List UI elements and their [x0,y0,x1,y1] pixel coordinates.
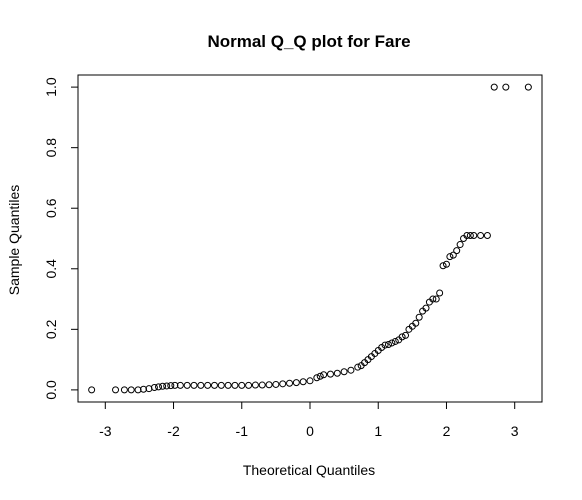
data-point [224,381,232,389]
data-point [388,339,396,347]
data-point [490,83,498,91]
data-point [398,333,406,341]
data-point [183,381,191,389]
data-point [439,262,447,270]
data-point [150,383,158,391]
data-point [204,381,212,389]
data-point [477,231,485,239]
data-point [326,370,334,378]
data-point [422,304,430,312]
data-point [251,381,259,389]
data-point [381,341,389,349]
data-point [466,231,474,239]
y-axis-label: Sample Quantiles [6,185,22,296]
data-point [436,289,444,297]
x-axis-label: Theoretical Quantiles [243,462,375,478]
x-tick-label: 0 [306,423,314,439]
data-point [415,313,423,321]
data-point [449,251,457,259]
data-point [258,381,266,389]
data-point [197,381,205,389]
data-point [155,383,163,391]
data-point [265,381,273,389]
data-point [112,386,120,394]
data-point [286,379,294,387]
data-points [88,83,532,394]
x-tick-label: 2 [443,423,451,439]
data-point [340,368,348,376]
data-point [306,377,314,385]
data-point [217,381,225,389]
data-point [88,386,96,394]
data-point [483,231,491,239]
x-tick-label: -3 [99,423,112,439]
y-tick-label: 0.2 [43,319,59,339]
data-point [292,379,300,387]
data-point [456,241,464,249]
data-point [127,386,135,394]
data-point [502,83,510,91]
x-tick-label: -2 [167,423,180,439]
y-tick-label: 0.0 [43,380,59,400]
x-axis: -3 -2 -1 0 1 2 3 [99,401,519,439]
data-point [210,381,218,389]
data-point [354,363,362,371]
data-point [171,381,179,389]
y-tick-label: 0.6 [43,198,59,218]
data-point [412,319,420,327]
data-point [299,378,307,386]
x-tick-label: 3 [511,423,519,439]
y-tick-label: 1.0 [43,77,59,97]
data-point [463,231,471,239]
y-tick-label: 0.4 [43,259,59,279]
chart-title: Normal Q_Q plot for Fare [207,32,410,51]
data-point [429,295,437,303]
data-point [272,380,280,388]
data-point [167,382,175,390]
data-point [391,337,399,345]
data-point [176,381,184,389]
data-point [470,231,478,239]
data-point [279,380,287,388]
data-point [432,295,440,303]
data-point [446,253,454,261]
data-point [245,381,253,389]
data-point [163,382,171,390]
data-point [159,382,167,390]
data-point [442,260,450,268]
data-point [316,372,324,380]
data-point [320,371,328,379]
x-tick-label: 1 [374,423,382,439]
data-point [238,381,246,389]
data-point [190,381,198,389]
data-point [384,340,392,348]
data-point [453,247,461,255]
x-tick-label: -1 [236,423,249,439]
y-tick-label: 0.8 [43,138,59,158]
data-point [333,369,341,377]
data-point [231,381,239,389]
data-point [120,386,128,394]
data-point [313,374,321,382]
data-point [402,331,410,339]
data-point [347,366,355,374]
y-axis: 0.0 0.2 0.4 0.6 0.8 1.0 [43,77,79,400]
data-point [524,83,532,91]
